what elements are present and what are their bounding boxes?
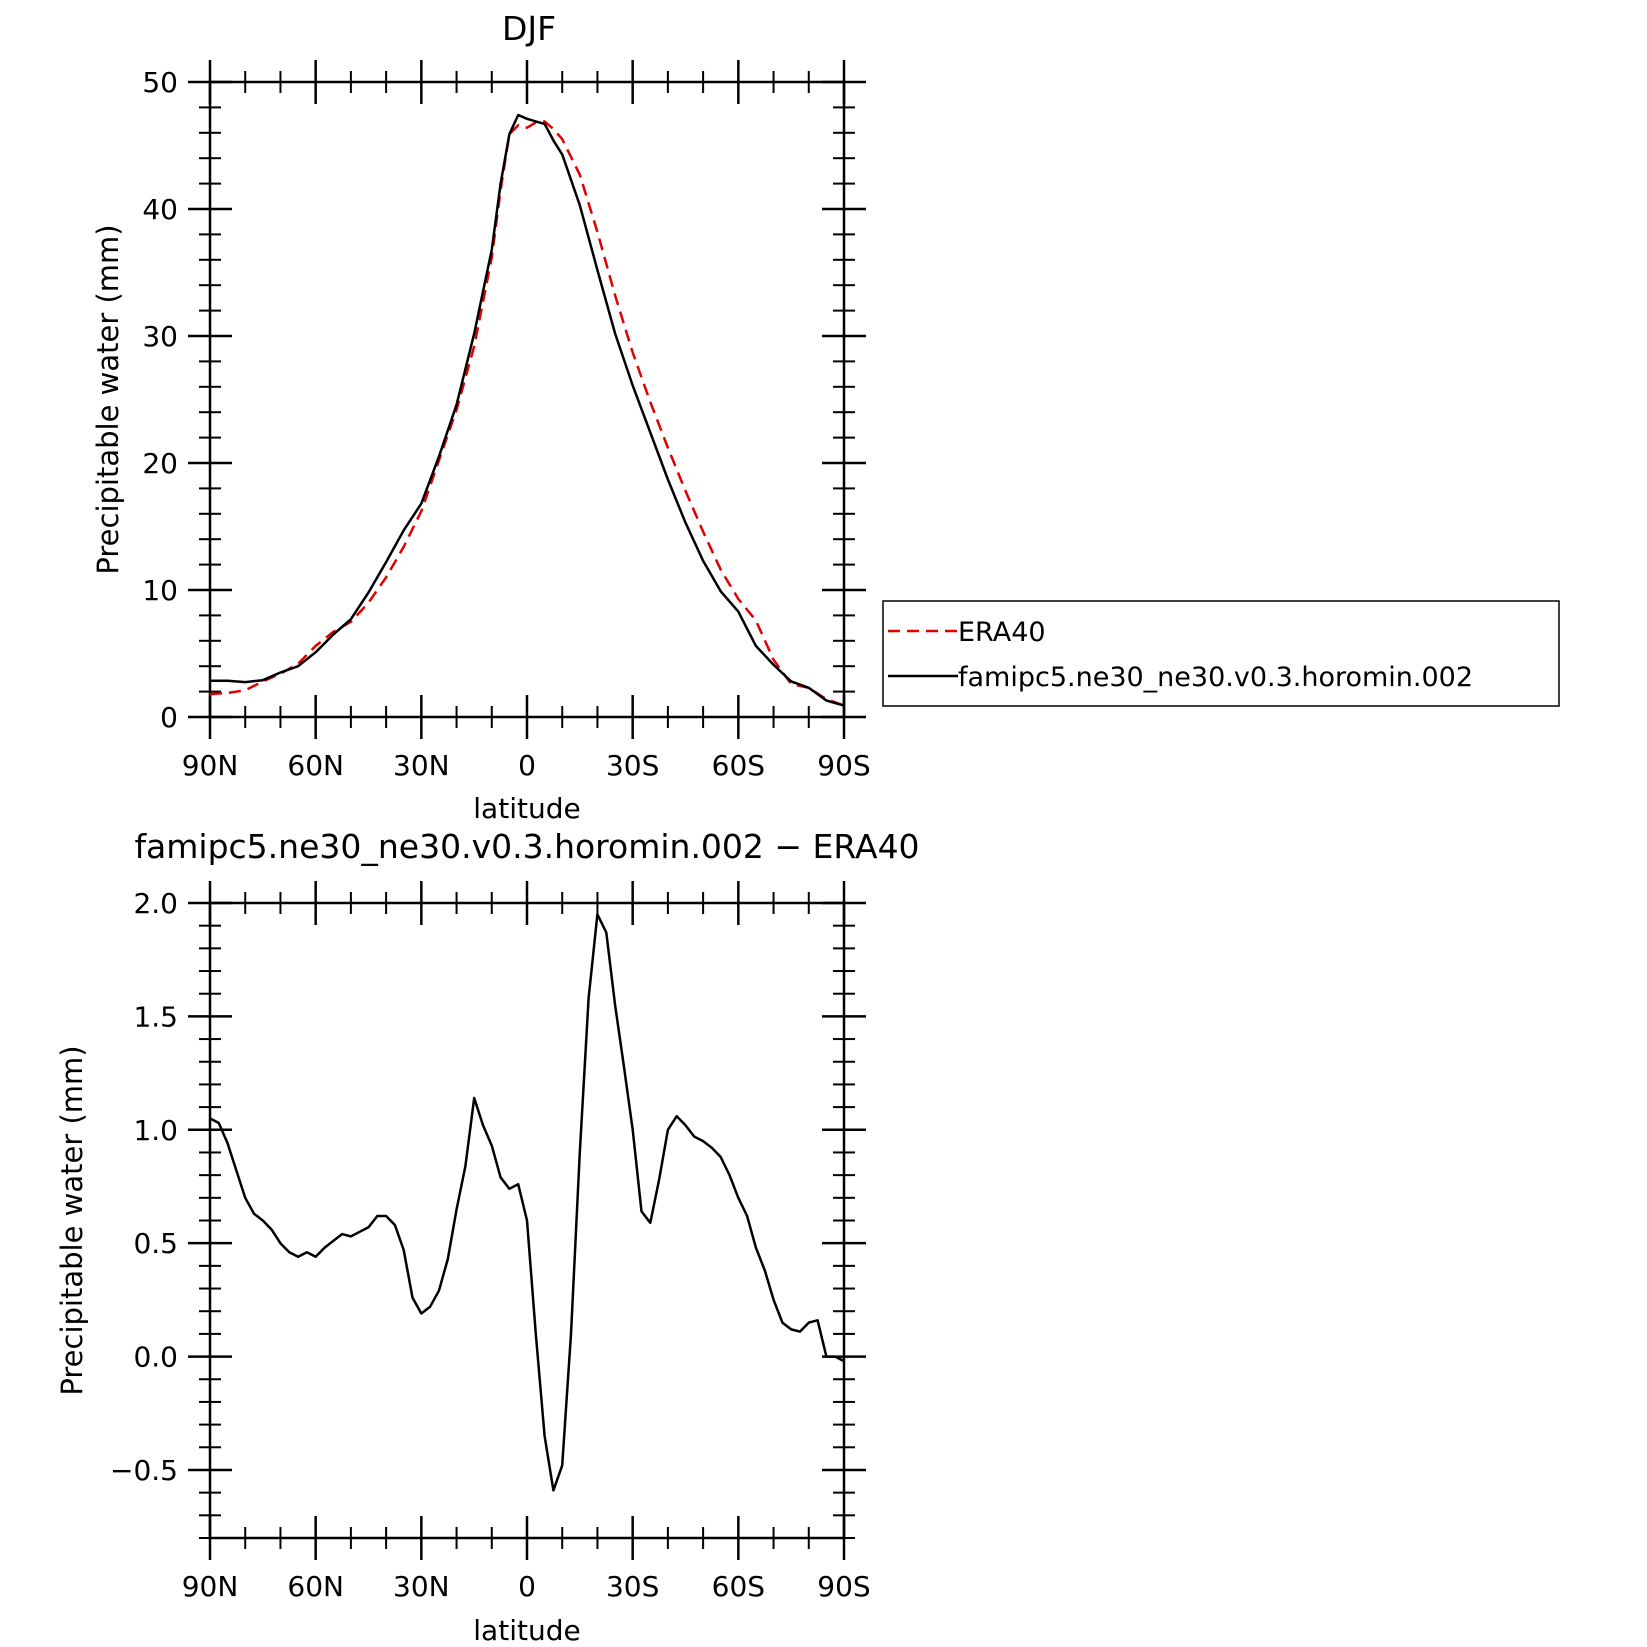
x-tick-label: 0 (518, 1570, 536, 1603)
x-tick-label: 30N (393, 1570, 450, 1603)
x-tick-label: 90N (182, 1570, 239, 1603)
chart-title: DJF (502, 9, 556, 48)
legend: ERA40 famipc5.ne30_ne30.v0.3.horomin.002 (882, 600, 1560, 707)
x-tick-label: 60N (287, 749, 344, 782)
plot-frame (208, 80, 846, 719)
chart-title: famipc5.ne30_ne30.v0.3.horomin.002 − ERA… (134, 827, 919, 866)
x-axis-label: latitude (473, 1614, 580, 1647)
legend-label-model: famipc5.ne30_ne30.v0.3.horomin.002 (958, 662, 1473, 693)
top-panel: 90N 60N 30N 0 30S 60S 90S 0 10 20 30 40 50 DJF latitud… (91, 9, 871, 825)
y-tick-label: 0 (160, 701, 178, 734)
y-axis-label: Precipitable water (mm) (91, 224, 125, 574)
y-tick-label: 20 (142, 447, 178, 480)
x-tick-label: 0 (518, 749, 536, 782)
series-line-difference (209, 913, 845, 1492)
y-tick-label: 0.0 (133, 1341, 178, 1374)
x-tick-label: 60N (287, 1570, 344, 1603)
y-tick-label: 1.0 (133, 1114, 178, 1147)
series-line-era40 (209, 120, 845, 707)
x-tick-label: 30N (393, 749, 450, 782)
y-tick-label: 2.0 (133, 887, 178, 920)
y-tick-label: 40 (142, 193, 178, 226)
x-tick-label: 30S (606, 1570, 659, 1603)
x-tick-label: 30S (606, 749, 659, 782)
x-tick-label: 60S (712, 749, 765, 782)
x-tick-label: 90N (182, 749, 239, 782)
y-axis-label: Precipitable water (mm) (55, 1045, 89, 1395)
y-tick-label: 10 (142, 574, 178, 607)
y-tick-label: 30 (142, 320, 178, 353)
x-axis-label: latitude (473, 792, 580, 825)
x-tick-label: 90S (817, 1570, 870, 1603)
bottom-panel: 90N 60N 30N 0 30S 60S 90S −0.5 0.0 0.5 1.0 1.5 2.0 fa… (55, 827, 920, 1647)
legend-label-era40: ERA40 (958, 617, 1046, 648)
legend-box (882, 600, 1560, 707)
y-tick-label: 1.5 (133, 1000, 178, 1033)
x-tick-label: 60S (712, 1570, 765, 1603)
series-line-model (210, 113, 845, 707)
y-tick-label: −0.5 (110, 1454, 178, 1487)
x-tick-label: 90S (817, 749, 870, 782)
y-tick-label: 50 (142, 66, 178, 99)
y-tick-label: 0.5 (133, 1227, 178, 1260)
